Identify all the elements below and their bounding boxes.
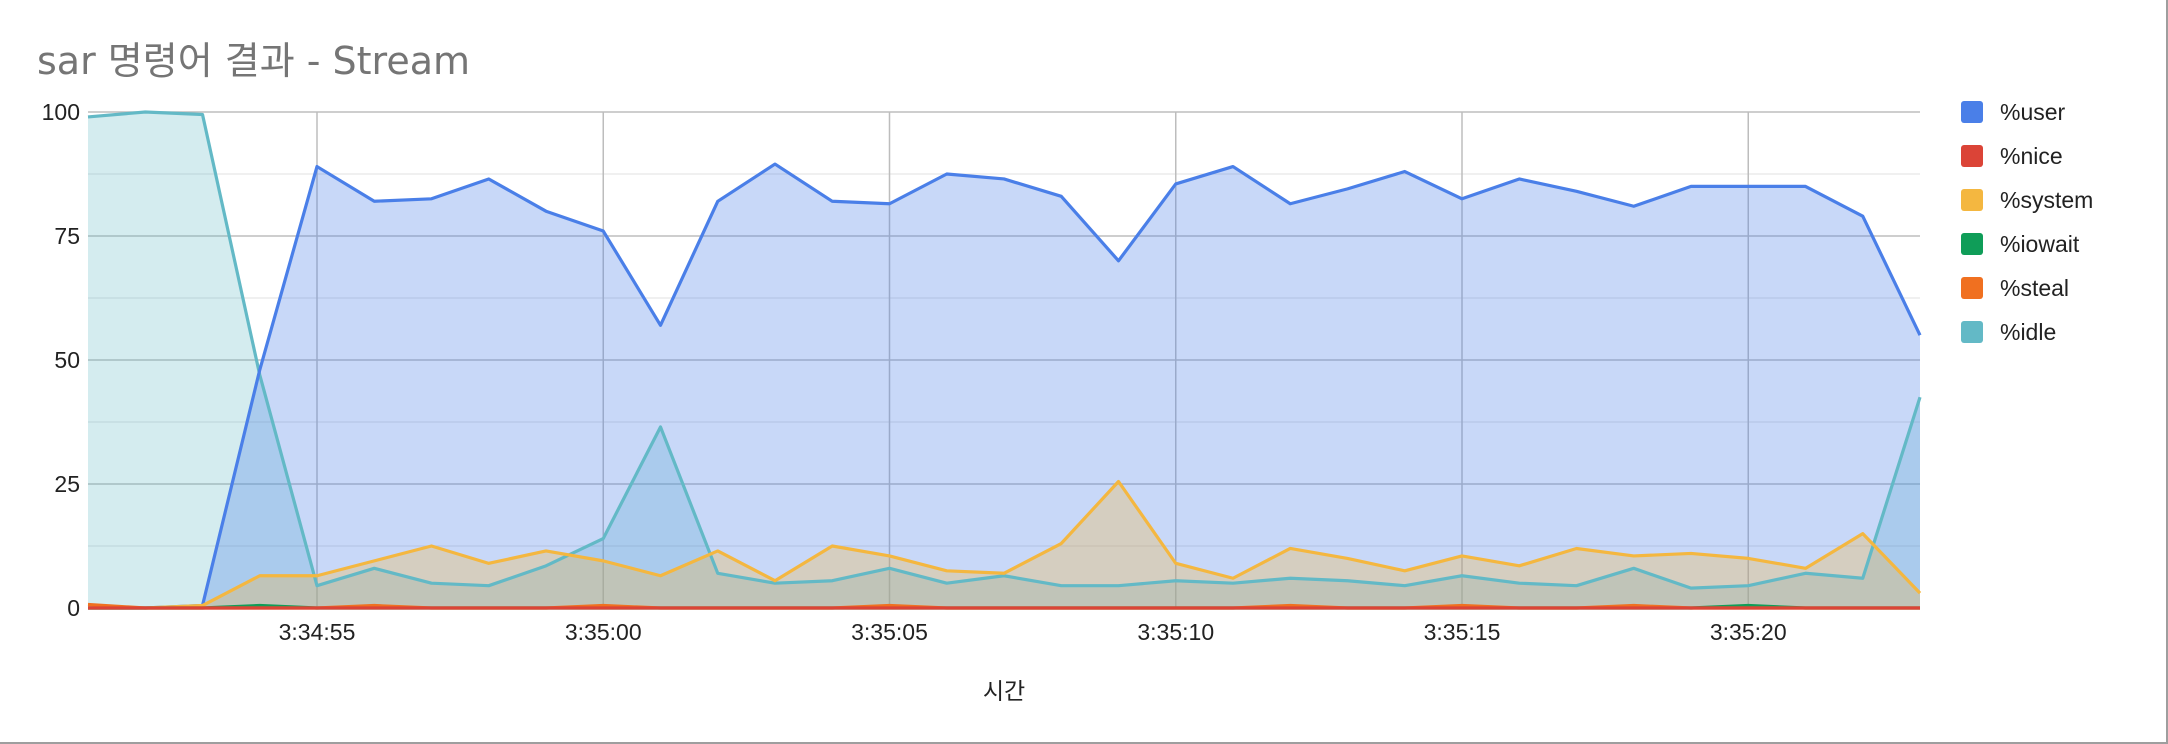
legend-item[interactable]: %steal xyxy=(1961,275,2069,301)
legend-swatch xyxy=(1961,101,1983,123)
area-idle xyxy=(88,112,1920,608)
line-idle xyxy=(87,110,1922,590)
x-tick-label: 3:35:00 xyxy=(565,619,642,645)
y-axis-ticks: 0 25 50 75 100 xyxy=(42,99,80,621)
line-user xyxy=(88,162,1922,610)
legend-label: %idle xyxy=(2000,319,2056,345)
y-tick-label: 25 xyxy=(54,471,80,497)
legend-label: %user xyxy=(2000,99,2066,125)
y-tick-label: 50 xyxy=(54,347,80,373)
legend-swatch xyxy=(1961,277,1983,299)
legend-swatch xyxy=(1961,233,1983,255)
legend: %user %nice %system %iowait %steal %idle xyxy=(1961,99,2093,345)
legend-swatch xyxy=(1961,189,1983,211)
x-axis-ticks: 3:34:55 3:35:00 3:35:05 3:35:10 3:35:15 3:35:… xyxy=(279,619,1787,645)
x-tick-label: 3:35:15 xyxy=(1424,619,1501,645)
series-areas xyxy=(88,112,1920,608)
x-axis-title: 시간 xyxy=(983,679,1025,705)
legend-item[interactable]: %iowait xyxy=(1961,231,2080,257)
legend-item[interactable]: %user xyxy=(1961,99,2066,125)
y-tick-label: 0 xyxy=(67,595,80,621)
legend-label: %nice xyxy=(2000,143,2063,169)
legend-label: %iowait xyxy=(2000,231,2080,257)
x-tick-label: 3:35:10 xyxy=(1137,619,1214,645)
x-tick-label: 3:34:55 xyxy=(279,619,356,645)
legend-label: %steal xyxy=(2000,275,2069,301)
legend-item[interactable]: %system xyxy=(1961,187,2093,213)
legend-swatch xyxy=(1961,321,1983,343)
series-lines xyxy=(87,110,1922,610)
y-tick-label: 75 xyxy=(54,223,80,249)
y-tick-label: 100 xyxy=(42,99,80,125)
area-user xyxy=(88,164,1920,608)
x-tick-label: 3:35:05 xyxy=(851,619,928,645)
legend-swatch xyxy=(1961,145,1983,167)
line-system xyxy=(88,479,1922,610)
legend-item[interactable]: %nice xyxy=(1961,143,2063,169)
x-tick-label: 3:35:20 xyxy=(1710,619,1787,645)
chart-title: sar 명령어 결과 - Stream xyxy=(37,39,471,83)
legend-label: %system xyxy=(2000,187,2093,213)
legend-item[interactable]: %idle xyxy=(1961,319,2056,345)
